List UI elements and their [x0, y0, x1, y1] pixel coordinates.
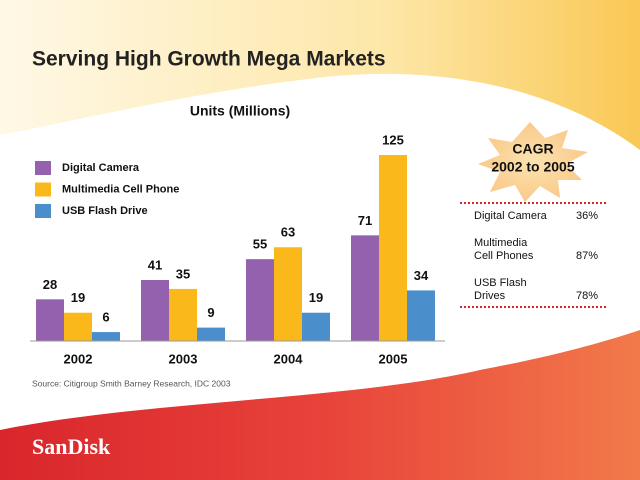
- value-label: 19: [71, 290, 85, 305]
- legend-swatch: [35, 182, 51, 197]
- x-tick-label: 2005: [379, 351, 408, 366]
- value-label: 35: [176, 266, 190, 281]
- cagr-label: USB Flash: [474, 277, 527, 289]
- cagr-heading: 2002 to 2005: [491, 159, 574, 175]
- cagr-label: Multimedia: [474, 237, 528, 249]
- bar: [64, 312, 92, 341]
- legend-swatch: [35, 204, 51, 218]
- bar: [274, 247, 302, 341]
- starburst: [478, 122, 588, 202]
- bar: [246, 259, 274, 341]
- subtitle: Units (Millions): [190, 103, 290, 119]
- value-label: 9: [207, 305, 214, 320]
- value-label: 55: [253, 237, 267, 252]
- bar: [351, 235, 379, 341]
- cagr-heading: CAGR: [512, 141, 553, 157]
- value-label: 71: [358, 213, 372, 228]
- logo: SanDisk: [32, 434, 111, 459]
- cagr-label: Digital Camera: [474, 210, 548, 222]
- x-tick-label: 2002: [64, 351, 93, 366]
- value-label: 19: [309, 290, 323, 305]
- value-label: 63: [281, 225, 295, 240]
- value-label: 28: [43, 277, 57, 292]
- bar: [379, 155, 407, 341]
- value-label: 41: [148, 257, 162, 272]
- value-label: 34: [414, 268, 429, 283]
- bar: [302, 312, 330, 341]
- legend-swatch: [35, 161, 51, 175]
- legend-label: USB Flash Drive: [62, 205, 148, 217]
- bar: [407, 290, 435, 341]
- bar: [36, 299, 64, 341]
- bar: [141, 279, 169, 341]
- bar: [197, 327, 225, 341]
- source: Source: Citigroup Smith Barney Research,…: [32, 378, 231, 388]
- cagr-value: 78%: [576, 290, 598, 302]
- top-swoosh: [0, 0, 640, 150]
- cagr-label: Cell Phones: [474, 250, 534, 262]
- legend-label: Digital Camera: [62, 162, 140, 174]
- bar: [169, 288, 197, 341]
- value-label: 125: [382, 132, 404, 147]
- bar: [92, 332, 120, 341]
- cagr-value: 87%: [576, 250, 598, 262]
- cagr-label: Drives: [474, 290, 506, 302]
- x-tick-label: 2004: [274, 351, 304, 366]
- cagr-value: 36%: [576, 210, 598, 222]
- legend-label: Multimedia Cell Phone: [62, 183, 179, 195]
- value-label: 6: [102, 310, 109, 325]
- x-tick-label: 2003: [169, 351, 198, 366]
- title: Serving High Growth Mega Markets: [32, 48, 386, 71]
- bottom-swoosh: [0, 330, 640, 480]
